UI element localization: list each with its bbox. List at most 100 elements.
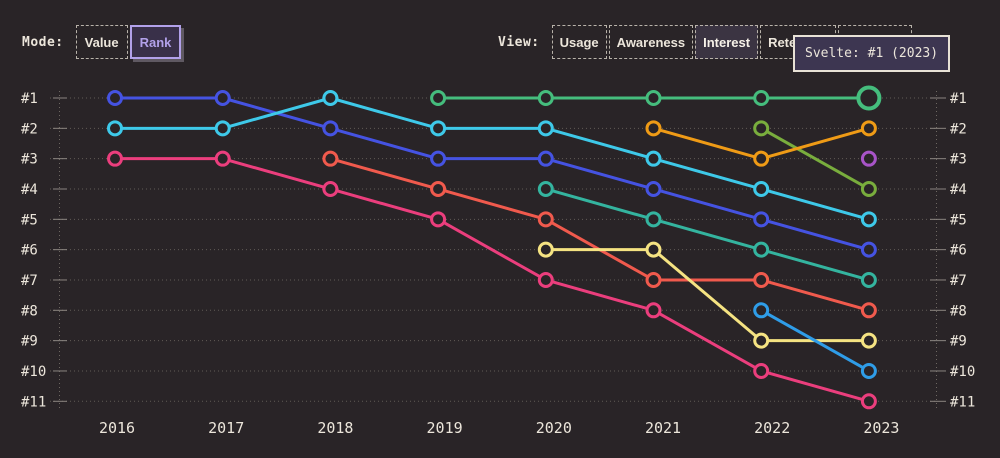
point-cyan-2022[interactable] [753,180,770,197]
line-dodger-blue [759,308,871,373]
point-teal-2023[interactable] [860,271,877,288]
point-salmon-2023[interactable] [860,302,877,319]
view-button-awareness[interactable]: Awareness [608,25,694,59]
point-teal-2020[interactable] [537,180,554,197]
y-axis-label-right: #2 [950,121,967,137]
point-pink-2018[interactable] [322,180,339,197]
y-axis-label-left: #4 [21,182,38,198]
y-axis-label-left: #7 [21,273,38,289]
y-axis-label-left: #11 [21,394,46,410]
x-axis-label: 2018 [317,419,353,437]
point-svelte-2020[interactable] [537,90,554,106]
point-royal-blue-2017[interactable] [214,90,231,106]
point-svelte-2019[interactable] [430,90,447,106]
view-label: View: [498,34,540,50]
mode-control-group: Mode: Value Rank [22,25,183,59]
point-yellow-2021[interactable] [645,241,662,258]
point-cyan-2019[interactable] [430,120,447,137]
x-axis-label: 2019 [427,419,463,437]
point-royal-blue-2016[interactable] [107,90,123,106]
y-axis-label-left: #2 [21,121,38,137]
line-royal-blue [113,96,871,252]
x-axis-label: 2016 [99,419,135,437]
hover-tooltip: Svelte: #1 (2023) [793,35,951,72]
y-axis-label-right: #9 [950,334,967,350]
y-axis-label-right: #8 [950,303,967,319]
line-teal [544,187,871,282]
point-svelte-2022[interactable] [753,90,770,106]
y-axis-label-left: #6 [21,243,38,259]
x-axis-label: 2017 [208,419,244,437]
point-teal-2021[interactable] [645,211,662,228]
point-pink-2022[interactable] [753,362,770,379]
point-yellow-2020[interactable] [537,241,554,258]
point-salmon-2021[interactable] [645,271,662,288]
point-yellow-2022[interactable] [753,332,770,349]
y-axis-label-left: #8 [21,303,38,319]
point-salmon-2022[interactable] [753,271,770,288]
y-axis-label-left: #5 [21,212,38,228]
point-royal-blue-2018[interactable] [322,120,339,137]
mode-button-rank[interactable]: Rank [129,25,182,59]
point-cyan-2023[interactable] [860,211,877,228]
point-teal-2022[interactable] [753,241,770,258]
point-royal-blue-2020[interactable] [537,150,554,167]
mode-button-value[interactable]: Value [75,25,128,59]
point-purple-2023[interactable] [860,150,877,167]
point-pink-2019[interactable] [430,211,447,228]
y-axis-label-right: #11 [950,394,975,410]
series-lines [113,96,871,403]
point-svelte-2023[interactable] [856,85,882,111]
x-axis-label: 2022 [754,419,790,437]
y-axis-label-right: #6 [950,243,967,259]
point-cyan-2017[interactable] [214,120,231,137]
point-orange-2021[interactable] [645,120,662,137]
y-axis-label-right: #1 [950,91,967,107]
point-royal-blue-2019[interactable] [430,150,447,167]
mode-label: Mode: [22,34,64,50]
y-axis-label-right: #4 [950,182,967,198]
y-axis-label-right: #3 [950,152,967,168]
point-svelte-2021[interactable] [645,90,662,106]
series-points [107,85,882,410]
y-axis-label-right: #7 [950,273,967,289]
point-salmon-2019[interactable] [430,180,447,197]
point-salmon-2018[interactable] [322,150,339,167]
point-orange-2022[interactable] [753,150,770,167]
point-dodger-blue-2023[interactable] [860,362,877,379]
y-axis-label-left: #3 [21,152,38,168]
point-apple-green-2023[interactable] [860,180,877,197]
line-apple-green [759,126,871,191]
line-cyan [113,96,871,221]
line-salmon [328,157,871,312]
line-pink [113,157,871,403]
point-salmon-2020[interactable] [537,211,554,228]
point-dodger-blue-2022[interactable] [753,302,770,319]
point-royal-blue-2022[interactable] [753,211,770,228]
x-axis-label: 2020 [536,419,572,437]
point-royal-blue-2021[interactable] [645,180,662,197]
point-cyan-2020[interactable] [537,120,554,137]
x-axis-label: 2023 [863,419,899,437]
point-yellow-2023[interactable] [860,332,877,349]
point-cyan-2016[interactable] [107,120,123,137]
point-apple-green-2022[interactable] [753,120,770,137]
point-pink-2021[interactable] [645,302,662,319]
x-axis-label: 2021 [645,419,681,437]
point-pink-2016[interactable] [107,150,123,167]
point-pink-2023[interactable] [860,393,877,410]
point-pink-2020[interactable] [537,271,554,288]
point-cyan-2018[interactable] [322,90,339,106]
y-axis-label-right: #10 [950,364,975,380]
y-axis-label-left: #9 [21,334,38,350]
y-axis-label-left: #1 [21,91,38,107]
view-button-usage[interactable]: Usage [551,25,607,59]
point-orange-2023[interactable] [860,120,877,137]
point-royal-blue-2023[interactable] [860,241,877,258]
point-pink-2017[interactable] [214,150,231,167]
point-cyan-2021[interactable] [645,150,662,167]
view-button-interest[interactable]: Interest [695,25,759,59]
y-axis-label-right: #5 [950,212,967,228]
